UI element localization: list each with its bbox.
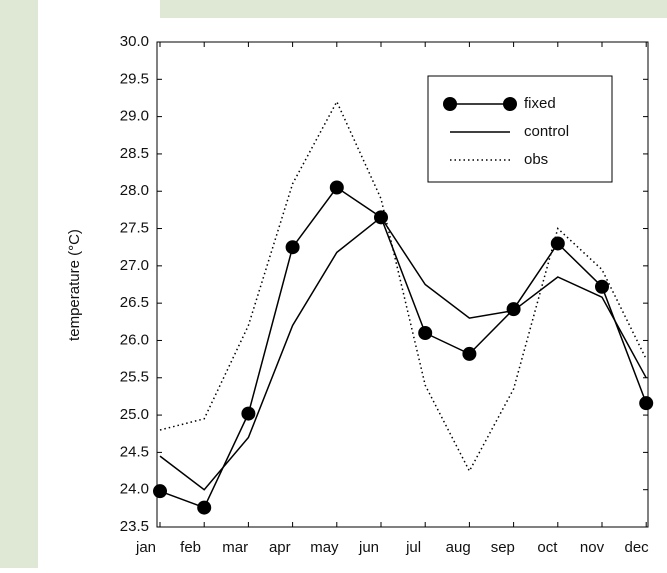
x-tick-label: sep xyxy=(491,539,515,556)
data-point xyxy=(285,240,300,255)
y-tick-label: 25.0 xyxy=(120,406,149,423)
x-tick-label: may xyxy=(310,539,339,556)
series-line xyxy=(159,100,647,473)
x-tick-label: jan xyxy=(135,539,156,556)
x-tick-label: jul xyxy=(405,539,421,556)
legend-box xyxy=(427,75,613,183)
x-tick-label: nov xyxy=(580,539,605,556)
y-tick-label: 24.0 xyxy=(120,481,149,498)
data-point xyxy=(462,346,477,361)
legend-label: obs xyxy=(524,151,548,168)
data-point xyxy=(241,406,256,421)
x-tick-label: apr xyxy=(269,539,291,556)
legend-label: control xyxy=(524,123,569,140)
y-tick-label: 29.0 xyxy=(120,108,149,125)
y-tick-label: 27.0 xyxy=(120,257,149,274)
y-tick-label: 28.5 xyxy=(120,145,149,162)
y-tick-label: 25.5 xyxy=(120,369,149,386)
data-point xyxy=(639,396,654,411)
data-point xyxy=(506,302,521,317)
plot-frame xyxy=(156,41,649,528)
x-tick-label: oct xyxy=(537,539,558,556)
series-line xyxy=(159,216,647,491)
data-point xyxy=(595,279,609,294)
x-tick-label: feb xyxy=(180,539,201,556)
y-tick-label: 23.5 xyxy=(120,518,149,535)
y-tick-label: 26.5 xyxy=(120,294,149,311)
data-point xyxy=(329,180,344,195)
legend-marker xyxy=(503,97,517,111)
y-tick-label: 29.5 xyxy=(120,70,149,87)
legend-label: fixed xyxy=(524,95,556,112)
x-tick-label: mar xyxy=(222,539,248,556)
y-tick-label: 26.0 xyxy=(120,331,149,348)
y-tick-label: 28.0 xyxy=(120,182,149,199)
data-point xyxy=(197,500,212,515)
y-axis-label: temperature (°C) xyxy=(66,229,83,341)
x-tick-label: aug xyxy=(446,539,471,556)
x-tick-label: dec xyxy=(625,539,650,556)
y-tick-label: 27.5 xyxy=(120,220,149,237)
y-tick-label: 24.5 xyxy=(120,443,149,460)
x-tick-label: jun xyxy=(358,539,379,556)
slide-area xyxy=(38,0,160,18)
legend-marker xyxy=(443,97,457,111)
y-tick-label: 30.0 xyxy=(120,33,149,50)
data-point xyxy=(418,326,433,340)
data-point xyxy=(550,236,565,251)
series-line xyxy=(159,186,647,509)
data-point xyxy=(153,484,167,499)
